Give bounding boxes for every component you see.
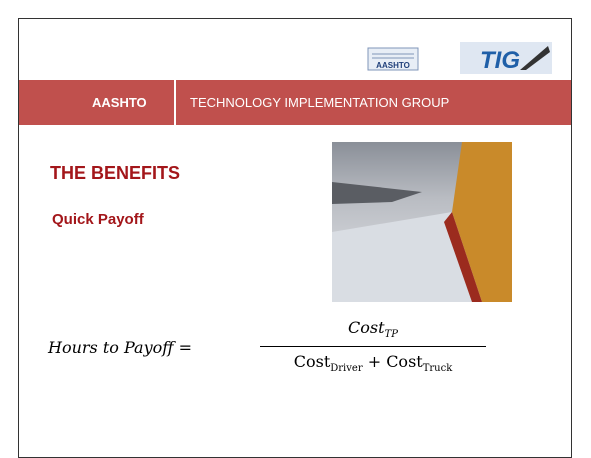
formula-numerator: CostTP: [260, 318, 486, 340]
numerator-base: Cost: [348, 318, 385, 337]
logos: AASHTO TIG: [367, 42, 552, 74]
formula-plus: +: [367, 352, 382, 371]
numerator-sub: TP: [384, 329, 398, 341]
subheading: Quick Payoff: [52, 211, 144, 228]
fraction-bar: [260, 346, 486, 347]
formula-lhs-text: Hours to Payoff: [48, 338, 174, 357]
aashto-logo-text: AASHTO: [376, 61, 410, 70]
denominator-base: Cost: [293, 352, 331, 371]
formula-equals: =: [178, 338, 193, 357]
photo: [332, 142, 512, 302]
tig-logo-text: TIG: [480, 47, 520, 74]
denominator-sub: Driver: [330, 363, 363, 375]
header-brand: AASHTO: [92, 95, 147, 110]
photo-blade: [444, 212, 482, 302]
formula-denominator: CostDriver + CostTruck: [260, 352, 486, 374]
denominator-base: Cost: [386, 352, 423, 371]
header-divider: [174, 80, 176, 125]
header-title: TECHNOLOGY IMPLEMENTATION GROUP: [190, 95, 450, 110]
formula-lhs: Hours to Payoff =: [48, 338, 192, 357]
photo-plow: [452, 142, 512, 302]
denominator-sub: Truck: [422, 363, 453, 375]
header-banner: [19, 80, 571, 125]
photo-trees: [332, 182, 422, 204]
tig-swoosh: [520, 46, 550, 70]
heading: THE BENEFITS: [50, 163, 181, 183]
slide: AASHTO TIG AASHTO TECHNOLOGY IMPLEMENTAT…: [18, 18, 572, 458]
